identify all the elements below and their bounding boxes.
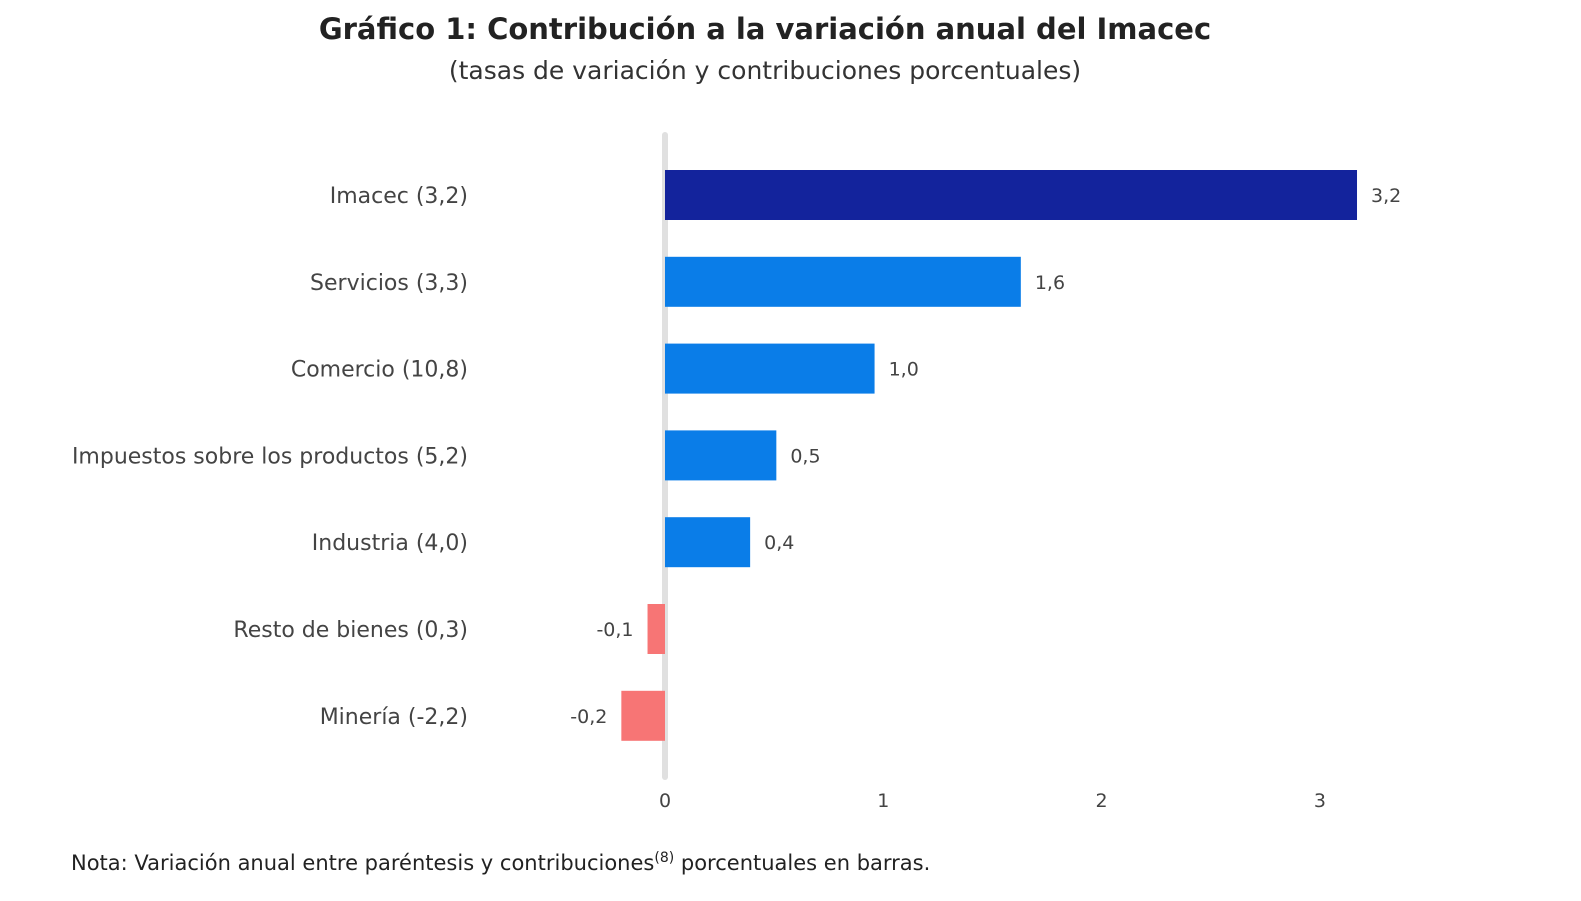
chart-title: Gráfico 1: Contribución a la variación a… <box>318 12 1212 46</box>
x-tick-label: 1 <box>877 790 889 812</box>
x-tick-label: 3 <box>1314 790 1326 812</box>
bar-2 <box>665 343 875 394</box>
note-text-end: porcentuales en barras. <box>674 851 931 875</box>
bar-0 <box>665 170 1358 220</box>
x-tick-label: 0 <box>659 790 671 812</box>
bar-5 <box>647 604 665 654</box>
note-text: Nota: Variación anual entre paréntesis y… <box>71 851 655 875</box>
note-superscript: (8) <box>654 850 675 866</box>
category-label: Comercio (10,8) <box>291 358 468 383</box>
data-label: -0,2 <box>570 706 607 728</box>
bar-4 <box>665 517 751 568</box>
bar-1 <box>665 256 1021 307</box>
data-label: -0,1 <box>596 619 633 641</box>
data-label: 1,6 <box>1035 272 1065 294</box>
category-label: Impuestos sobre los productos (5,2) <box>72 444 468 469</box>
category-label: Industria (4,0) <box>312 531 468 556</box>
chart-note: Nota: Variación anual entre paréntesis y… <box>71 850 930 875</box>
category-label: Resto de bienes (0,3) <box>233 618 468 643</box>
data-label: 1,0 <box>889 359 919 381</box>
bar-6 <box>621 690 665 741</box>
category-label: Servicios (3,3) <box>310 271 468 296</box>
data-label: 0,4 <box>764 532 794 554</box>
bar-chart: Imacec (3,2) 3,2 Servicios (3,3) 1,6 Comerci… <box>72 132 1401 812</box>
data-label: 0,5 <box>790 445 820 467</box>
category-label: Minería (-2,2) <box>320 705 468 730</box>
x-tick-label: 2 <box>1096 790 1108 812</box>
chart-subtitle: (tasas de variación y contribuciones por… <box>448 56 1082 85</box>
category-label: Imacec (3,2) <box>330 184 468 209</box>
bar-3 <box>665 430 777 481</box>
data-label: 3,2 <box>1371 185 1401 207</box>
